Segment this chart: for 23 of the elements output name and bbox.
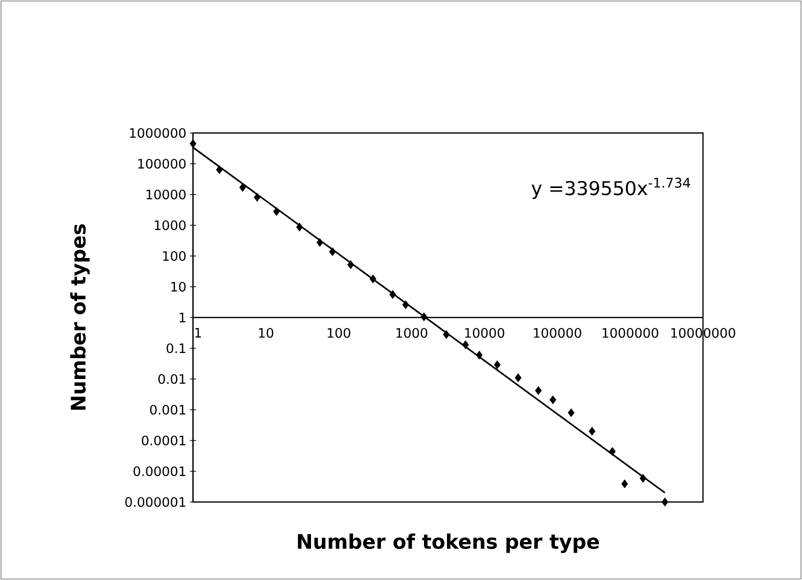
y-tick-label: 0.001	[150, 404, 186, 415]
x-tick-label: 10	[259, 328, 274, 338]
y-tick-label: 0.000001	[125, 497, 186, 507]
y-tick-label: 0.01	[158, 374, 186, 384]
x-tick-label: 100	[328, 328, 350, 338]
y-tick-label: 1000	[154, 220, 186, 230]
x-axis-title: Number of tokens per type	[298, 534, 599, 554]
annotation: y =339550x$^{-1.734}$	[532, 178, 690, 200]
y-axis-title: Number of types	[70, 224, 90, 410]
y-tick-label: 10	[171, 282, 186, 292]
x-tick-label: 10000	[465, 328, 504, 338]
x-tick-label: 1000	[396, 328, 428, 338]
y-tick-label: 0.1	[166, 343, 186, 354]
y-tick-label: 0.0001	[142, 436, 186, 446]
x-tick-label: 100000	[534, 328, 582, 338]
y-tick-label: 0.00001	[134, 466, 186, 476]
y-tick-label: 10000	[146, 190, 186, 200]
y-tick-label: 100000	[138, 158, 186, 169]
x-tick-label: 1000000	[602, 328, 658, 338]
y-tick-label: 100	[163, 251, 186, 261]
y-tick-label: 1000000	[130, 128, 186, 138]
y-tick-label: 1	[180, 312, 186, 322]
x-tick-label: 1	[195, 328, 201, 338]
